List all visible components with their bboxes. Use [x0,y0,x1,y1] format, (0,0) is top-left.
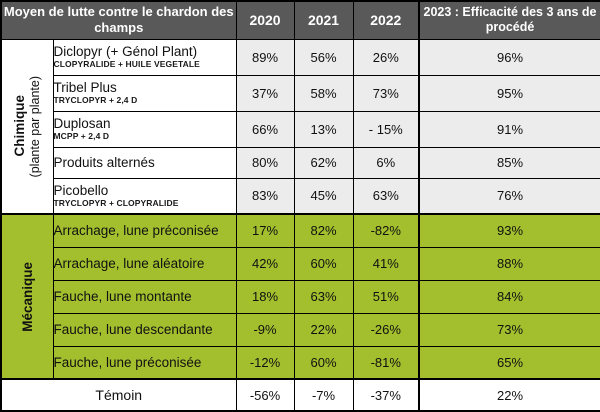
table-row-temoin: Témoin -56% -7% -37% 22% [0,378,600,412]
row-name: Fauche, lune montante [53,288,192,304]
value-2021: 45% [293,177,354,215]
value-2023: 76% [418,177,600,215]
value-2020: -12% [235,345,295,380]
value-2023: 85% [418,146,600,179]
label-duplosan: Duplosan MCPP + 2,4 D [52,110,237,148]
row-subname: MCPP + 2,4 D [53,131,110,142]
label-tribel-plus: Tribel Plus TRYCLOPYR + 2,4 D [52,74,237,112]
value-2023: 73% [418,312,600,347]
category-mecanique-text: Mécanique [2,216,52,378]
header-year-2020: 2020 [235,0,295,40]
header-year-2021: 2021 [293,0,354,40]
table-row-diclopyr: Chimique (plante par plante) Diclopyr (+… [0,38,600,215]
value-2020: 17% [235,213,295,248]
header-title-cell: Moyen de lutte contre le chardon des cha… [0,0,237,40]
value-2020: 42% [235,246,295,281]
value-2022: 73% [352,74,420,112]
value-2023: 96% [418,38,600,76]
header-col-2023: 2023 : Efficacité des 3 ans de procédé [418,0,600,40]
value-2021: 63% [293,279,354,314]
value-2023: 65% [418,345,600,380]
label-arrachage-aleatoire: Arrachage, lune aléatoire [52,246,237,281]
table-row-duplosan: Duplosan MCPP + 2,4 D 66% 13% - 15% 91% [1,110,600,148]
value-2022: 51% [352,279,420,314]
row-name: Arrachage, lune aléatoire [53,255,205,271]
table-row-arrachage-preconisee: Mécanique Arrachage, lune préconisée 17%… [0,213,600,380]
value-2021: -7% [293,378,354,412]
row-name: Diclopyr (+ Génol Plant) [53,44,198,60]
label-fauche-montante: Fauche, lune montante [52,279,237,314]
row-subname: CLOPYRALIDE + HUILE VEGETALE [53,59,200,70]
value-2023: 95% [418,74,600,112]
value-2022: -81% [352,345,420,380]
value-2021: 62% [293,146,354,179]
value-2022: 41% [352,246,420,281]
value-2021: 22% [293,312,354,347]
row-name: Duplosan [53,116,111,132]
label-fauche-descendante: Fauche, lune descendante [52,312,237,347]
header-row: Moyen de lutte contre le chardon des cha… [0,0,600,40]
value-2023: 22% [418,378,600,412]
value-2022: -26% [352,312,420,347]
value-2022: 6% [352,146,420,179]
category-mecanique-label: Mécanique [19,261,35,332]
row-name: Arrachage, lune préconisée [53,223,219,239]
value-2020: 18% [235,279,295,314]
value-2021: 60% [293,345,354,380]
row-subname: TRYCLOPYR + CLOPYRALIDE [53,197,179,208]
table-row-arrachage-aleatoire: Arrachage, lune aléatoire 42% 60% 41% 88… [1,246,600,281]
value-2020: 37% [235,74,295,112]
label-arrachage-preconisee: Arrachage, lune préconisée [52,213,237,248]
value-2020: 89% [235,38,295,76]
label-temoin: Témoin [0,378,237,412]
value-2022: 63% [352,177,420,215]
value-2023: 91% [418,110,600,148]
value-2020: 66% [235,110,295,148]
label-picobello: Picobello TRYCLOPYR + CLOPYRALIDE [52,177,237,215]
table-row-fauche-preconisee: Fauche, lune préconisée -12% 60% -81% 65… [1,345,600,380]
label-diclopyr: Diclopyr (+ Génol Plant) CLOPYRALIDE + H… [52,38,237,76]
row-subname: TRYCLOPYR + 2,4 D [53,95,138,106]
row-name: Picobello [53,182,109,198]
table-row-fauche-montante: Fauche, lune montante 18% 63% 51% 84% [1,279,600,314]
value-2021: 82% [293,213,354,248]
category-chimique-text: Chimique (plante par plante) [2,42,52,210]
table-row-fauche-descendante: Fauche, lune descendante -9% 22% -26% 73… [1,312,600,347]
label-produits-alternes: Produits alternés [52,146,237,179]
header-year-2022: 2022 [352,0,420,40]
category-chimique-sublabel: (plante par plante) [28,75,43,177]
value-2020: -56% [235,378,295,412]
value-2022: -82% [352,213,420,248]
category-mecanique: Mécanique [0,213,54,380]
value-2022: - 15% [352,110,420,148]
category-chimique: Chimique (plante par plante) [0,38,54,215]
row-name: Fauche, lune descendante [53,321,213,337]
value-2020: 83% [235,177,295,215]
value-2021: 56% [293,38,354,76]
value-2021: 13% [293,110,354,148]
table-row-tribel-plus: Tribel Plus TRYCLOPYR + 2,4 D 37% 58% 73… [1,74,600,112]
value-2023: 84% [418,279,600,314]
value-2020: 80% [235,146,295,179]
value-2022: 26% [352,38,420,76]
value-2023: 93% [418,213,600,248]
value-2021: 58% [293,74,354,112]
value-2020: -9% [235,312,295,347]
value-2023: 88% [418,246,600,281]
value-2022: -37% [352,378,420,412]
row-name: Produits alternés [53,154,155,170]
category-chimique-label: Chimique [12,95,28,157]
label-fauche-preconisee: Fauche, lune préconisée [52,345,237,380]
table-row-produits-alternes: Produits alternés 80% 62% 6% 85% [1,146,600,179]
row-name: Tribel Plus [53,80,117,96]
table-row-picobello: Picobello TRYCLOPYR + CLOPYRALIDE 83% 45… [1,177,600,215]
value-2021: 60% [293,246,354,281]
row-name: Fauche, lune préconisée [53,354,202,370]
